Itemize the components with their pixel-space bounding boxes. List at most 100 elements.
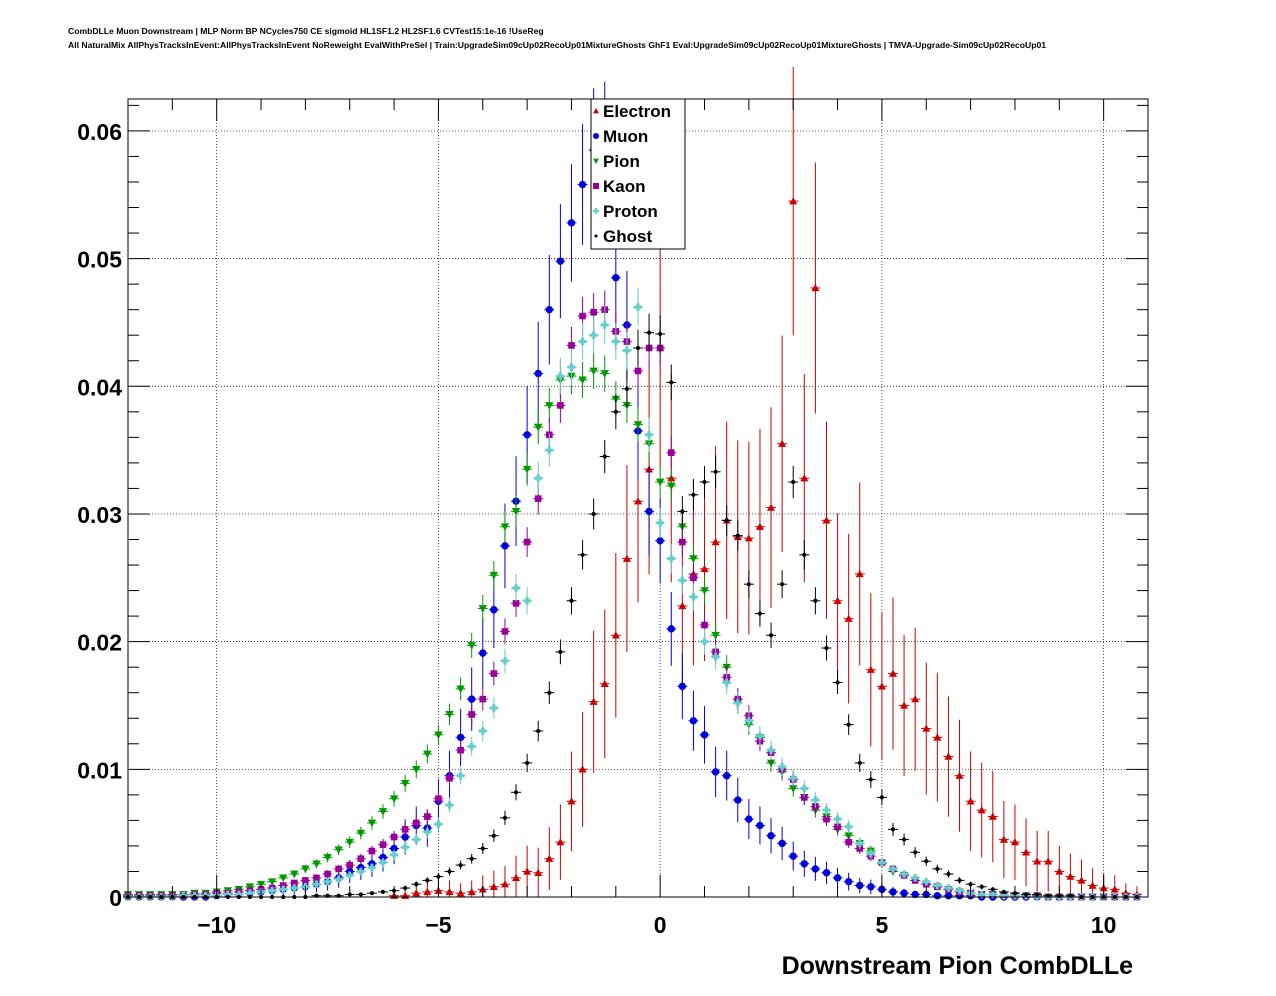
data-point [666, 591, 677, 666]
data-point [499, 618, 510, 645]
data-point [400, 841, 411, 853]
data-point [366, 863, 377, 872]
data-point [699, 706, 710, 764]
data-point [499, 511, 510, 542]
data-point [1021, 892, 1032, 897]
data-point [311, 880, 322, 889]
series-proton [123, 287, 1142, 901]
data-point [544, 254, 555, 365]
data-point [799, 540, 810, 570]
data-point [843, 836, 854, 848]
data-point [289, 870, 300, 879]
data-point [677, 566, 688, 595]
data-point [1009, 804, 1020, 880]
data-point [932, 881, 943, 890]
data-point [344, 836, 355, 848]
data-point [588, 352, 599, 390]
data-point [533, 462, 544, 495]
data-point [522, 753, 533, 773]
data-point [422, 809, 433, 824]
data-point [389, 790, 400, 807]
tick-labels: −10 −5 0 5 10 0 0.01 0.02 0.03 0.04 0.05 0.06 [77, 119, 1116, 938]
data-point [477, 595, 488, 622]
data-point [998, 891, 1009, 900]
data-point [932, 673, 943, 802]
x-axis-title: Downstream Pion CombDLLe [782, 952, 1134, 980]
data-point [411, 881, 422, 888]
data-point [843, 820, 854, 834]
data-point [865, 593, 876, 747]
data-point [832, 513, 843, 689]
data-point [954, 719, 965, 832]
data-point [533, 321, 544, 426]
data-point [244, 889, 255, 897]
legend-marker-proton [594, 208, 598, 214]
data-point [976, 884, 987, 890]
data-point [588, 630, 599, 773]
data-point [455, 883, 466, 897]
data-point [400, 885, 411, 891]
legend-entry-proton: Proton [593, 202, 658, 221]
data-point [533, 847, 544, 897]
data-point [577, 124, 588, 245]
data-point [754, 600, 765, 627]
data-point [932, 864, 943, 874]
legend-entry-electron: Electron [593, 102, 671, 121]
data-point [655, 465, 666, 499]
data-point [843, 872, 854, 891]
data-point [943, 892, 954, 900]
data-point [433, 724, 444, 745]
legend-label: Muon [603, 127, 648, 146]
x-tick-label: 10 [1091, 912, 1117, 938]
data-point [710, 455, 721, 489]
data-point [766, 407, 777, 608]
data-point [1032, 892, 1043, 897]
data-point [599, 355, 610, 392]
data-point [555, 804, 566, 880]
data-point [987, 770, 998, 863]
data-point [788, 841, 799, 871]
data-point [621, 465, 632, 653]
data-point [821, 421, 832, 620]
data-point [666, 436, 677, 470]
data-point [588, 498, 599, 530]
data-point [633, 287, 643, 327]
data-point [810, 162, 821, 414]
data-point [444, 880, 455, 897]
data-point [278, 885, 289, 894]
data-point [610, 322, 621, 361]
data-point [854, 482, 865, 666]
data-point [466, 736, 477, 757]
data-point [1032, 830, 1043, 892]
data-point [788, 67, 799, 336]
series-electron [389, 67, 1142, 899]
data-point [888, 822, 898, 836]
data-point [566, 751, 577, 851]
data-point [466, 703, 477, 726]
data-point [799, 780, 810, 797]
data-point [522, 587, 533, 615]
data-point [754, 726, 765, 747]
data-point [588, 316, 599, 354]
legend-label: Proton [603, 202, 658, 221]
data-point [477, 617, 488, 689]
data-point [444, 769, 455, 787]
data-point [766, 622, 777, 649]
data-point [677, 527, 688, 557]
data-point [577, 711, 588, 827]
data-point [355, 867, 366, 876]
data-point [355, 826, 366, 840]
data-point [522, 452, 533, 486]
legend-box [590, 98, 686, 250]
data-point [832, 670, 843, 695]
data-point [677, 495, 688, 527]
legend-label: Kaon [603, 177, 646, 196]
data-point [311, 859, 322, 869]
data-point [599, 306, 610, 344]
x-tick-label: −5 [425, 912, 451, 938]
data-point [555, 204, 566, 319]
data-point [378, 889, 388, 894]
data-point [344, 871, 355, 880]
data-point [677, 653, 688, 720]
data-point [910, 847, 921, 858]
